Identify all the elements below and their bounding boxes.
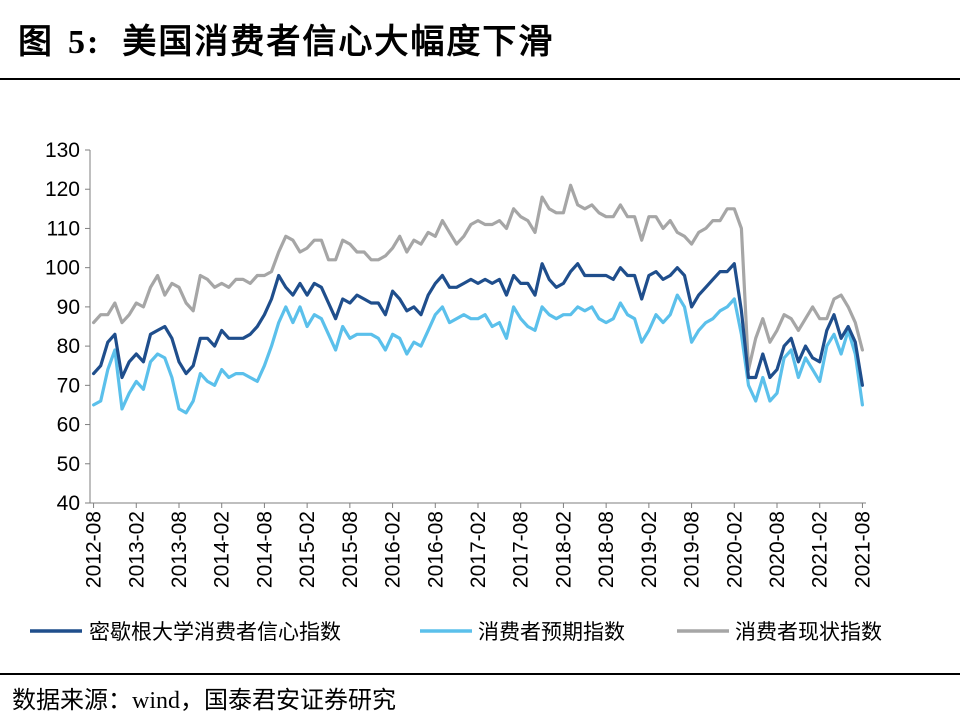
series-line-2	[92, 293, 864, 415]
y-tick-label: 130	[45, 139, 80, 162]
source-wind: wind	[132, 688, 180, 714]
series-layer	[92, 183, 864, 415]
x-tick-label: 2014-02	[211, 511, 234, 588]
x-tick-label: 2019-02	[638, 511, 661, 588]
legend: 密歇根大学消费者信心指数 消费者预期指数 消费者现状指数	[30, 620, 882, 644]
x-tick-label: 2020-02	[723, 511, 746, 588]
x-tick-label: 2020-08	[766, 511, 789, 588]
x-axis: 2012-08 2013-02 2013-08 2014-02 2014-08 2015-…	[83, 502, 874, 588]
y-tick-label: 70	[57, 374, 80, 397]
legend-label-3: 消费者现状指数	[735, 620, 882, 644]
x-tick-label: 2017-08	[510, 511, 533, 588]
figure-title-text: 美国消费者信心大幅度下滑	[122, 22, 555, 62]
y-tick-label: 80	[57, 335, 80, 358]
source-note: 数据来源：wind，国泰君安证券研究	[12, 680, 396, 715]
x-tick-label: 2018-02	[552, 511, 575, 588]
x-tick-label: 2013-08	[168, 511, 191, 588]
legend-label-1: 密歇根大学消费者信心指数	[89, 620, 341, 644]
x-tick-label: 2016-02	[382, 511, 405, 588]
y-axis: 40 50 60 70 80 90 100 110 120 130	[45, 139, 91, 515]
x-tick-label: 2012-08	[83, 511, 106, 588]
x-tick-label: 2021-02	[809, 511, 832, 588]
x-tick-label: 2016-08	[424, 511, 447, 588]
series-line-3	[92, 183, 864, 372]
source-rule	[0, 673, 960, 675]
title-rule	[0, 78, 960, 80]
x-tick-label: 2019-08	[681, 511, 704, 588]
y-tick-label: 120	[45, 178, 80, 201]
figure-label: 图	[18, 22, 54, 62]
x-tick-label: 2015-08	[339, 511, 362, 588]
y-tick-label: 100	[45, 257, 80, 280]
source-prefix: 数据来源：	[12, 686, 132, 714]
series-line-1	[92, 262, 864, 387]
x-tick-label: 2021-08	[851, 511, 874, 588]
figure-title: 图 5: 美国消费者信心大幅度下滑	[18, 14, 554, 63]
x-tick-label: 2017-02	[467, 511, 490, 588]
figure-number: 5:	[68, 24, 101, 61]
x-tick-label: 2014-08	[253, 511, 276, 588]
y-tick-label: 60	[57, 414, 80, 437]
y-tick-label: 50	[57, 453, 80, 476]
x-tick-label: 2013-02	[125, 511, 148, 588]
x-tick-label: 2018-08	[595, 511, 618, 588]
x-tick-label: 2015-02	[296, 511, 319, 588]
y-tick-label: 90	[57, 296, 80, 319]
legend-label-2: 消费者预期指数	[478, 620, 625, 644]
source-suffix: ，国泰君安证券研究	[180, 686, 396, 714]
y-tick-label: 110	[47, 217, 80, 240]
y-tick-label: 40	[57, 492, 80, 515]
